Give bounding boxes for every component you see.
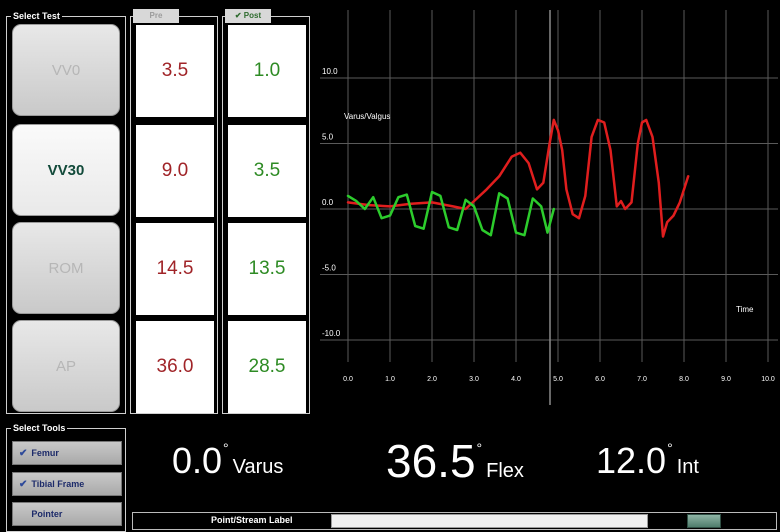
x-tick-label: 7.0 bbox=[637, 376, 647, 383]
pre-tab[interactable]: Pre bbox=[133, 9, 179, 23]
point-stream-label-bar: Point/Stream Label bbox=[132, 512, 777, 530]
flex-value: 36.5 bbox=[386, 435, 476, 487]
int-label: Int bbox=[676, 456, 699, 478]
checkmark-icon: ✔ bbox=[19, 478, 28, 490]
x-tick-label: 4.0 bbox=[511, 376, 521, 383]
test-button-rom[interactable]: ROM bbox=[12, 222, 120, 314]
chart-grid bbox=[320, 10, 778, 405]
x-tick-label: 0.0 bbox=[343, 376, 353, 383]
pre-value-ap: 36.0 bbox=[136, 321, 214, 413]
x-tick-label: 8.0 bbox=[679, 376, 689, 383]
degree-symbol: ° bbox=[476, 440, 483, 456]
post-value-rom: 13.5 bbox=[228, 223, 306, 315]
select-test-title: Select Test bbox=[11, 10, 62, 22]
tool-pointer-button[interactable]: ✔ Pointer bbox=[12, 502, 122, 526]
tool-femur-button[interactable]: ✔ Femur bbox=[12, 441, 122, 465]
chart-xlabel: Time bbox=[736, 305, 754, 314]
tool-label: Pointer bbox=[31, 509, 63, 519]
x-tick-label: 5.0 bbox=[553, 376, 563, 383]
test-button-vv30[interactable]: VV30 bbox=[12, 124, 120, 216]
point-stream-label-input[interactable] bbox=[331, 514, 648, 528]
x-tick-label: 6.0 bbox=[595, 376, 605, 383]
post-value-vv30: 3.5 bbox=[228, 125, 306, 217]
x-tick-label: 2.0 bbox=[427, 376, 437, 383]
y-tick-label: 10.0 bbox=[322, 67, 338, 76]
flex-label: Flex bbox=[486, 460, 524, 482]
label-submit-button[interactable] bbox=[687, 514, 721, 528]
x-tick-label: 10.0 bbox=[761, 376, 775, 383]
varus-value: 0.0 bbox=[172, 440, 223, 481]
varus-valgus-chart: 10.0 5.0 0.0 -5.0 -10.0 0.0 1.0 2.0 3.0 4.0 5.0 6.0… bbox=[320, 10, 778, 405]
int-readout: 12.0 ° Int bbox=[596, 440, 699, 490]
post-tab[interactable]: ✔ Post bbox=[225, 9, 271, 23]
point-stream-label: Point/Stream Label bbox=[211, 515, 293, 525]
x-tick-label: 9.0 bbox=[721, 376, 731, 383]
flex-readout: 36.5 ° Flex bbox=[386, 434, 524, 487]
y-tick-label: 5.0 bbox=[322, 133, 334, 142]
checkmark-icon: ✔ bbox=[19, 447, 28, 459]
tool-label: Tibial Frame bbox=[31, 479, 85, 489]
x-tick-label: 1.0 bbox=[385, 376, 395, 383]
y-tick-label: -5.0 bbox=[322, 264, 336, 273]
tool-tibial-frame-button[interactable]: ✔ Tibial Frame bbox=[12, 472, 122, 496]
test-button-vv0[interactable]: VV0 bbox=[12, 24, 120, 116]
chart-ticks: 10.0 5.0 0.0 -5.0 -10.0 0.0 1.0 2.0 3.0 4.0 5.0 6.0… bbox=[322, 67, 775, 383]
post-value-ap: 28.5 bbox=[228, 321, 306, 413]
post-value-vv0: 1.0 bbox=[228, 25, 306, 117]
chart-ylabel: Varus/Valgus bbox=[344, 112, 390, 121]
select-test-panel: Select Test bbox=[6, 10, 126, 414]
select-tools-title: Select Tools bbox=[11, 422, 68, 434]
tool-label: Femur bbox=[31, 448, 59, 458]
pre-value-vv0: 3.5 bbox=[136, 25, 214, 117]
pre-series-line bbox=[346, 118, 690, 238]
pre-value-vv30: 9.0 bbox=[136, 125, 214, 217]
pre-column: Pre 3.5 9.0 14.5 36.0 bbox=[130, 9, 218, 414]
int-value: 12.0 bbox=[596, 440, 667, 481]
varus-label: Varus bbox=[232, 456, 284, 478]
chart-series bbox=[346, 118, 690, 238]
pre-value-rom: 14.5 bbox=[136, 223, 214, 315]
post-series-line bbox=[346, 190, 556, 237]
test-button-ap[interactable]: AP bbox=[12, 320, 120, 412]
degree-symbol: ° bbox=[667, 440, 673, 456]
degree-symbol: ° bbox=[223, 440, 229, 456]
y-tick-label: 0.0 bbox=[322, 198, 334, 207]
y-tick-label: -10.0 bbox=[322, 329, 341, 338]
varus-readout: 0.0 ° Varus bbox=[172, 440, 283, 490]
x-tick-label: 3.0 bbox=[469, 376, 479, 383]
post-column: ✔ Post 1.0 3.5 13.5 28.5 bbox=[222, 9, 310, 414]
